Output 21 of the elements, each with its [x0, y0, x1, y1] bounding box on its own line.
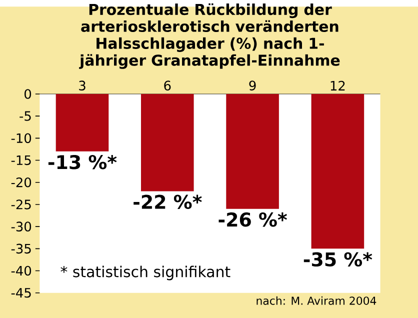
y-tick-label: -10 — [11, 133, 32, 143]
y-tick-label: -40 — [11, 266, 32, 276]
y-tick-label: -35 — [11, 244, 31, 254]
data-label: -26 %* — [218, 212, 287, 227]
y-tick-label: -45 — [11, 288, 31, 298]
chart-title: Prozentuale Rückbildung der arteriosklerotisch veränderten Halsschlagader (%) nach 1-jähriger Granatapfel-Einnahme — [79, 3, 340, 69]
y-tick-label: -25 — [11, 199, 31, 210]
y-tick-label: -5 — [20, 111, 31, 121]
x-tick-label: 12 — [330, 80, 345, 90]
data-label: -13 %* — [48, 154, 117, 170]
y-tick-label: -30 — [11, 221, 32, 232]
y-tick-label: 0 — [24, 88, 32, 99]
y-tick-label: -20 — [11, 177, 32, 188]
x-tick-label: 3 — [79, 80, 86, 90]
text: nach: M. Aviram 2004 — [256, 296, 376, 305]
data-label: -22 %* — [134, 194, 202, 209]
y-tick-label: -15 — [11, 155, 31, 165]
annotation: * statistisch signifikant — [60, 266, 230, 280]
data-label: -35 %* — [304, 252, 372, 266]
x-tick-label: 9 — [249, 80, 256, 90]
x-tick-label: 6 — [164, 80, 171, 90]
